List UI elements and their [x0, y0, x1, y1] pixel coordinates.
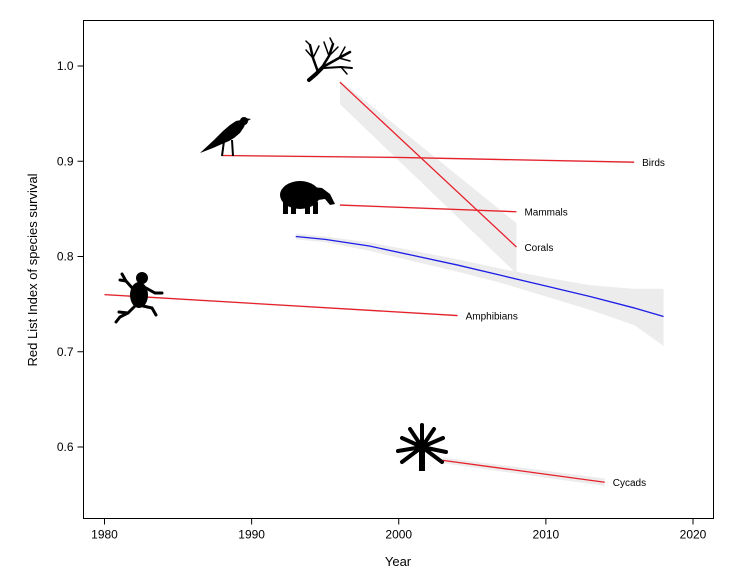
bird-icon — [199, 116, 252, 157]
x-axis: 1980 1990 2000 2010 2020 — [91, 518, 707, 542]
coral-icon — [304, 36, 354, 82]
x-axis-title: Year — [385, 554, 412, 569]
band-corals — [339, 80, 517, 274]
series-line-corals — [339, 81, 517, 248]
y-tick-label-0.6: 0.6 — [57, 440, 74, 454]
y-tick-label-1: 1.0 — [57, 59, 74, 73]
y-tick-label-0.8: 0.8 — [57, 250, 74, 264]
series-line-mammals — [339, 204, 517, 213]
series-line-cycads — [442, 459, 605, 483]
tapir-icon — [280, 181, 335, 214]
x-tick-label-2010: 2010 — [533, 528, 560, 542]
palm-icon — [396, 423, 448, 473]
series-labels: Birds Mammals Corals Amphibians Cycads — [466, 158, 665, 489]
series-line-amphibians — [104, 293, 458, 317]
series-label-amphibians: Amphibians — [466, 312, 518, 323]
confidence-bands — [104, 80, 664, 487]
y-tick-label-0.7: 0.7 — [57, 345, 74, 359]
series-lines — [104, 81, 664, 483]
x-tick-label-2020: 2020 — [680, 528, 707, 542]
y-axis-title: Red List Index of species survival — [25, 173, 40, 366]
x-tick-label-1980: 1980 — [91, 528, 118, 542]
series-label-mammals: Mammals — [524, 208, 567, 219]
series-line-overall — [295, 235, 664, 318]
series-label-corals: Corals — [524, 243, 553, 254]
plot-frame — [83, 20, 714, 519]
x-tick-label-1990: 1990 — [238, 528, 265, 542]
series-line-birds — [222, 154, 635, 163]
y-axis: 0.6 0.7 0.8 0.9 1.0 — [57, 59, 84, 454]
series-label-cycads: Cycads — [613, 478, 646, 489]
y-tick-label-0.9: 0.9 — [57, 154, 74, 168]
x-tick-label-2000: 2000 — [385, 528, 412, 542]
series-label-birds: Birds — [642, 158, 665, 169]
band-overall — [295, 233, 664, 347]
